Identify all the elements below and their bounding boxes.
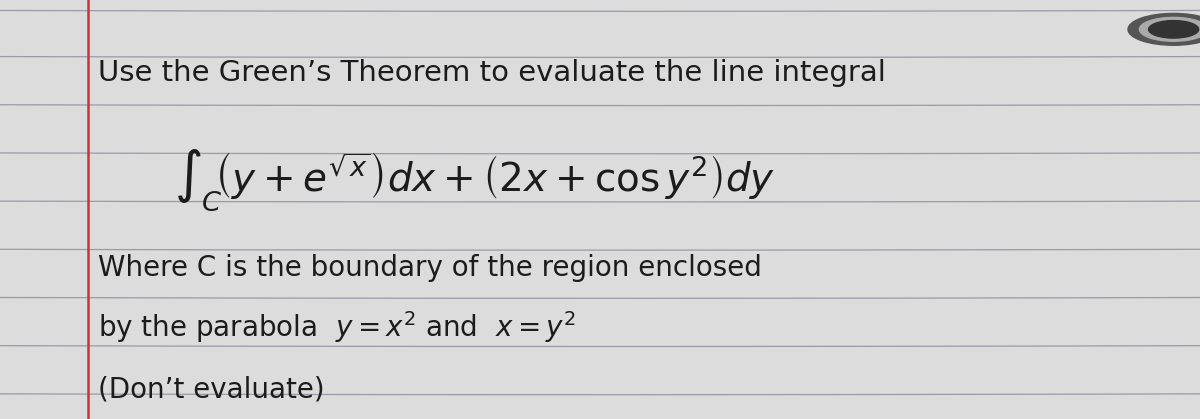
Text: $\int_C \!\left(y + e^{\sqrt{x}}\right)dx + \left(2x + \cos y^2\right)dy$: $\int_C \!\left(y + e^{\sqrt{x}}\right)d… <box>174 147 775 213</box>
Circle shape <box>1139 17 1200 41</box>
Text: Where C is the boundary of the region enclosed: Where C is the boundary of the region en… <box>98 254 762 282</box>
Text: (Don’t evaluate): (Don’t evaluate) <box>98 376 325 403</box>
Text: by the parabola  $y = x^2$ and  $x = y^2$: by the parabola $y = x^2$ and $x = y^2$ <box>98 309 576 345</box>
Text: Use the Green’s Theorem to evaluate the line integral: Use the Green’s Theorem to evaluate the … <box>98 59 887 87</box>
Circle shape <box>1128 13 1200 45</box>
Circle shape <box>1148 21 1199 38</box>
